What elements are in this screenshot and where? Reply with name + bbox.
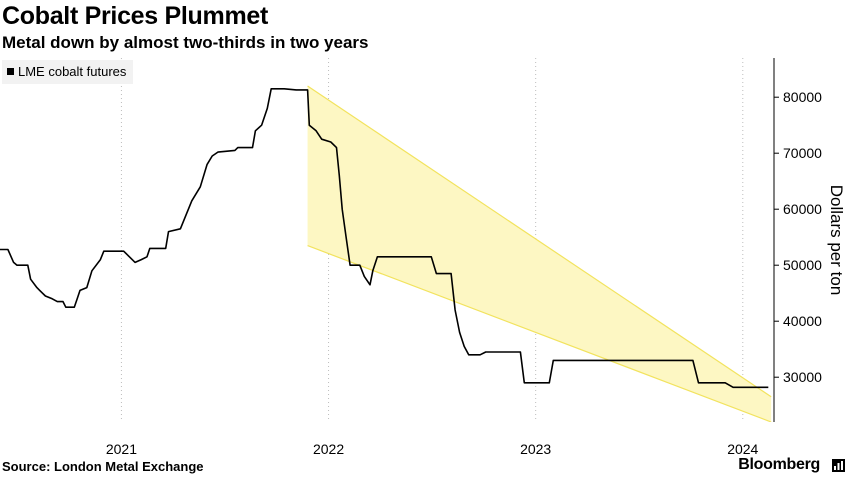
y-tick-label-40000: 40000: [783, 313, 822, 329]
chart-title: Cobalt Prices Plummet: [2, 2, 269, 30]
x-tick-label-2023: 2023: [520, 441, 551, 457]
y-tick-label-50000: 50000: [783, 257, 822, 273]
source-note: Source: London Metal Exchange: [2, 459, 204, 474]
channel-upper-edge: [307, 85, 772, 398]
trend-channel: [307, 86, 772, 422]
y-axis-title: Dollars per ton: [827, 185, 846, 296]
chart-subtitle: Metal down by almost two-thirds in two y…: [2, 33, 369, 52]
chart-icon: [832, 459, 845, 472]
x-tick-label-2021: 2021: [106, 441, 137, 457]
series-line-lme-cobalt-futures: [0, 88, 769, 389]
y-tick-label-70000: 70000: [783, 145, 822, 161]
y-tick-label-80000: 80000: [783, 89, 822, 105]
legend-box: [2, 60, 133, 84]
channel-lower-edge: [307, 245, 772, 422]
x-tick-label-2022: 2022: [313, 441, 344, 457]
x-tick-label-2024: 2024: [727, 441, 758, 457]
legend-label: LME cobalt futures: [18, 64, 127, 79]
y-tick-label-30000: 30000: [783, 369, 822, 385]
brand-logo: Bloomberg: [738, 456, 820, 473]
y-tick-label-60000: 60000: [783, 201, 822, 217]
legend-swatch: [7, 68, 14, 75]
